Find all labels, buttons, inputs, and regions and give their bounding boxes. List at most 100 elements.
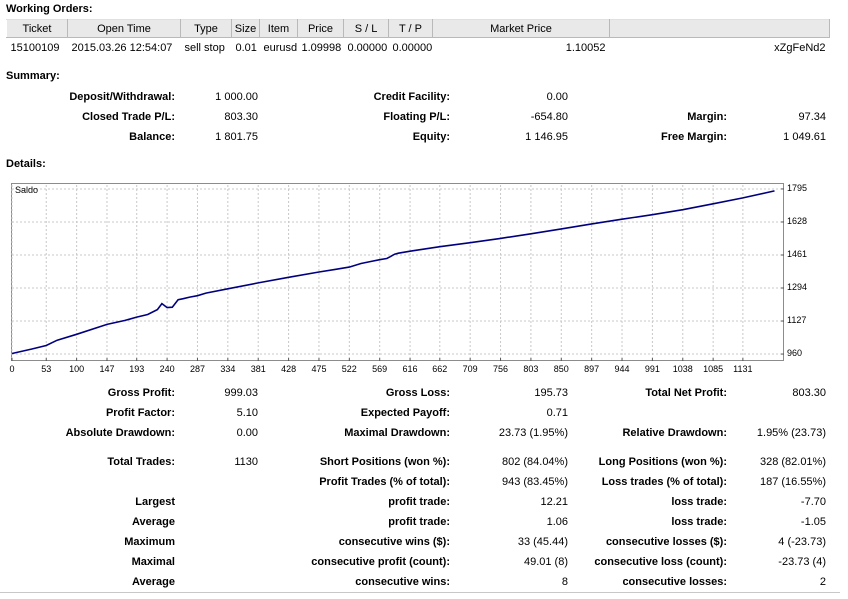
total-trades-label: Total Trades: <box>107 456 175 468</box>
closed-pl-value: 803.30 <box>224 111 258 123</box>
col-tp[interactable]: T / P <box>388 19 433 38</box>
max-profit-value: 49.01 (8) <box>523 556 568 568</box>
cell-type: sell stop <box>184 41 225 54</box>
deposit-value: 1 000.00 <box>215 91 258 103</box>
average-profit-label: profit trade: <box>388 516 450 528</box>
profit-factor-label: Profit Factor: <box>105 407 175 419</box>
x-tick-label: 522 <box>341 364 357 374</box>
x-tick-label: 428 <box>281 364 297 374</box>
maximum-label: Maximum <box>124 536 175 548</box>
largest-loss-value: -7.70 <box>800 496 826 508</box>
max-wins-value: 33 (45.44) <box>517 536 568 548</box>
x-tick-label: 1085 <box>703 364 724 374</box>
average2-label: Average <box>131 576 175 588</box>
gross-loss-value: 195.73 <box>534 387 568 399</box>
total-net-profit-value: 803.30 <box>792 387 826 399</box>
total-net-profit-label: Total Net Profit: <box>645 387 727 399</box>
absolute-dd-label: Absolute Drawdown: <box>65 427 175 439</box>
x-tick-label: 475 <box>311 364 327 374</box>
x-tick-label: 897 <box>584 364 600 374</box>
col-sl[interactable]: S / L <box>343 19 389 38</box>
total-trades-value: 1130 <box>234 456 258 468</box>
col-price[interactable]: Price <box>297 19 344 38</box>
average-loss-value: -1.05 <box>800 516 826 528</box>
largest-profit-value: 12.21 <box>540 496 568 508</box>
balance-chart-frame <box>11 183 784 361</box>
x-tick-label: 1038 <box>672 364 693 374</box>
long-value: 328 (82.01%) <box>759 456 826 468</box>
x-tick-label: 569 <box>372 364 388 374</box>
average-loss-label: loss trade: <box>671 516 727 528</box>
margin-value: 97.34 <box>798 111 826 123</box>
x-tick-label: 991 <box>644 364 660 374</box>
col-open-time[interactable]: Open Time <box>67 19 181 38</box>
relative-dd-label: Relative Drawdown: <box>622 427 727 439</box>
cell-size: 0.01 <box>235 41 257 54</box>
max-loss-value: -23.73 (4) <box>778 556 826 568</box>
col-market-price[interactable]: Market Price <box>432 19 610 38</box>
equity-value: 1 146.95 <box>525 131 568 143</box>
credit-value: 0.00 <box>546 91 568 103</box>
maximal-dd-value: 23.73 (1.95%) <box>498 427 568 439</box>
x-tick-label: 147 <box>99 364 115 374</box>
floating-pl-label: Floating P/L: <box>383 111 450 123</box>
x-tick-label: 287 <box>189 364 205 374</box>
x-tick-label: 944 <box>614 364 630 374</box>
x-tick-label: 100 <box>69 364 85 374</box>
short-label: Short Positions (won %): <box>319 456 450 468</box>
x-tick-label: 662 <box>432 364 448 374</box>
x-tick-label: 381 <box>250 364 266 374</box>
loss-trades-value: 187 (16.55%) <box>759 476 826 488</box>
y-tick-label: 1294 <box>787 282 808 292</box>
col-size[interactable]: Size <box>231 19 260 38</box>
balance-series-line <box>11 190 775 355</box>
avg-losses-value: 2 <box>819 576 826 588</box>
balance-value: 1 801.75 <box>215 131 258 143</box>
col-item[interactable]: Item <box>259 19 298 38</box>
cell-open-time: 2015.03.26 12:54:07 <box>71 41 173 54</box>
balance-label: Balance: <box>129 131 175 143</box>
bottom-divider <box>0 592 840 593</box>
x-tick-label: 1131 <box>733 364 753 374</box>
profit-trades-value: 943 (83.45%) <box>501 476 568 488</box>
equity-label: Equity: <box>412 131 450 143</box>
expected-payoff-value: 0.71 <box>546 407 568 419</box>
average-label: Average <box>131 516 175 528</box>
y-tick-label: 960 <box>787 348 803 359</box>
free-margin-label: Free Margin: <box>660 131 727 143</box>
short-value: 802 (84.04%) <box>501 456 568 468</box>
x-tick-label: 850 <box>553 364 569 374</box>
cell-price: 1.09998 <box>301 41 342 54</box>
col-comment[interactable] <box>609 19 830 38</box>
y-tick-label: 1461 <box>787 248 808 259</box>
col-type[interactable]: Type <box>180 19 232 38</box>
loss-trades-label: Loss trades (% of total): <box>601 476 727 488</box>
free-margin-value: 1 049.61 <box>783 131 826 143</box>
x-tick-label: 240 <box>159 364 175 374</box>
x-tick-label: 756 <box>493 364 509 374</box>
largest-profit-label: profit trade: <box>388 496 450 508</box>
max-losses-value: 4 (-23.73) <box>778 536 826 548</box>
max-loss-label: consecutive loss (count): <box>594 556 727 568</box>
x-tick-label: 53 <box>41 364 52 374</box>
floating-pl-value: -654.80 <box>530 111 568 123</box>
credit-label: Credit Facility: <box>373 91 450 103</box>
chart-title: Saldo <box>15 185 39 195</box>
deposit-label: Deposit/Withdrawal: <box>69 91 175 103</box>
maximal-label: Maximal <box>131 556 175 568</box>
cell-ticket: 15100109 <box>10 41 60 54</box>
gross-loss-label: Gross Loss: <box>385 387 450 399</box>
max-wins-label: consecutive wins ($): <box>338 536 450 548</box>
orders-header-row: Ticket Open Time Type Size Item Price S … <box>6 19 830 38</box>
absolute-dd-value: 0.00 <box>236 427 258 439</box>
table-row[interactable]: 15100109 2015.03.26 12:54:07 sell stop 0… <box>7 38 830 58</box>
profit-trades-label: Profit Trades (% of total): <box>319 476 450 488</box>
col-ticket[interactable]: Ticket <box>6 19 68 38</box>
x-tick-label: 0 <box>9 364 15 374</box>
y-tick-label: 1628 <box>787 215 808 226</box>
x-tick-label: 334 <box>220 364 236 374</box>
cell-sl: 0.00000 <box>347 41 388 54</box>
average-profit-value: 1.06 <box>546 516 568 528</box>
x-tick-label: 803 <box>523 364 539 374</box>
x-tick-label: 709 <box>462 364 478 374</box>
